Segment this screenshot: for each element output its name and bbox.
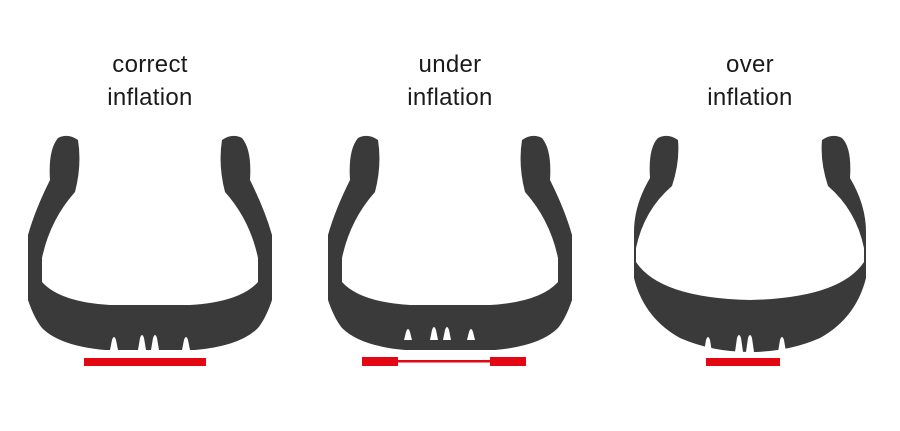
panel-label: correct inflation: [0, 48, 300, 114]
tire-cross-section-icon: [634, 135, 866, 366]
label-line-2: inflation: [407, 84, 493, 111]
label-line-1: over: [726, 51, 774, 78]
panel-under-inflation: under inflation: [300, 0, 600, 431]
label-line-1: correct: [112, 51, 188, 78]
label-line-2: inflation: [107, 84, 193, 111]
label-line-2: inflation: [707, 84, 793, 111]
tire-cross-section-icon: [328, 135, 572, 366]
panel-label: over inflation: [600, 48, 900, 114]
tire-cross-section-icon: [28, 135, 272, 366]
panel-correct-inflation: correct inflation: [0, 0, 300, 431]
panel-over-inflation: over inflation: [600, 0, 900, 431]
contact-patch-icon: [706, 358, 780, 366]
panel-label: under inflation: [300, 48, 600, 114]
contact-patch-icon: [362, 357, 526, 366]
label-line-1: under: [418, 51, 482, 78]
contact-patch-icon: [84, 358, 206, 366]
